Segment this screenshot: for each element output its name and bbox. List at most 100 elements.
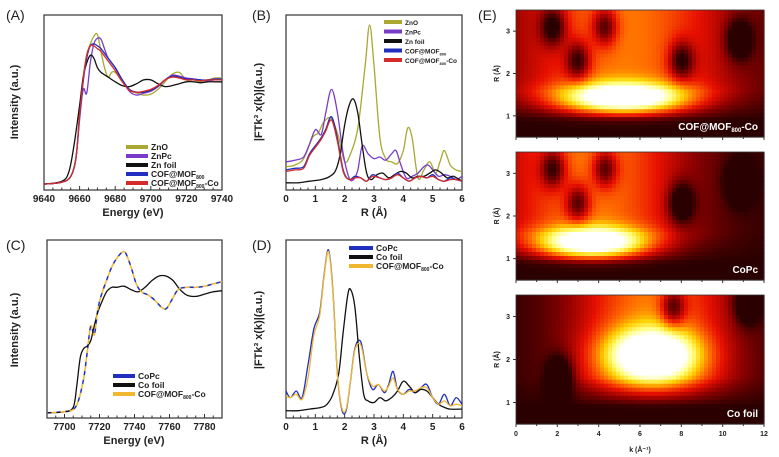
heat-cell: [516, 383, 521, 389]
heat-cell: [652, 200, 657, 205]
heat-cell: [676, 45, 681, 51]
heat-cell: [632, 69, 637, 75]
heat-cell: [672, 220, 677, 225]
heat-cell: [608, 85, 613, 90]
heat-cell: [576, 168, 581, 173]
heat-cell: [724, 13, 729, 19]
heat-cell: [652, 57, 657, 63]
heat-cell: [752, 188, 757, 193]
heat-cell: [592, 73, 597, 79]
heat-cell: [544, 192, 549, 197]
heat-cell: [540, 216, 545, 221]
heat-cell: [592, 343, 597, 349]
heat-cell: [672, 180, 677, 185]
heat-cell: [564, 85, 569, 90]
heat-cell: [552, 260, 557, 265]
heat-cell: [640, 260, 645, 265]
heat-cell: [628, 252, 633, 257]
heat-cell: [516, 395, 521, 401]
heat-cell: [592, 379, 597, 385]
heat-cell: [632, 176, 637, 181]
heat-cell: [692, 192, 697, 197]
heat-cell: [540, 307, 545, 312]
heat-cell: [632, 13, 637, 19]
heat-cell: [564, 244, 569, 249]
heat-cell: [524, 208, 529, 213]
heat-cell: [696, 196, 701, 201]
heat-cell: [568, 133, 573, 138]
panel-label-a: (A): [6, 7, 25, 23]
heat-cell: [644, 61, 649, 67]
heat-cell: [656, 204, 661, 209]
heat-cell: [636, 61, 641, 67]
heat-cell: [740, 65, 745, 71]
x-tick-label: 7720: [88, 422, 111, 433]
heat-cell: [688, 256, 693, 261]
heat-cell: [564, 303, 569, 308]
heat-cell: [684, 256, 689, 261]
heat-cell: [760, 260, 765, 265]
heat-cell: [612, 109, 617, 114]
heat-cell: [732, 101, 737, 106]
heat-cell: [656, 109, 661, 114]
heat-cell: [664, 93, 669, 98]
x-tick-label: 7760: [158, 422, 181, 433]
heat-cell: [664, 228, 669, 233]
heat-cell: [536, 81, 541, 87]
heat-cell: [640, 129, 645, 134]
heat-cell: [600, 13, 605, 19]
heat-cell: [668, 152, 673, 157]
heat-cell: [524, 29, 529, 35]
heat-cell: [516, 133, 521, 138]
heat-cell: [736, 93, 741, 98]
heat-cell: [700, 10, 705, 15]
heat-cell: [544, 315, 549, 320]
heat-cell: [760, 200, 765, 205]
heat-cell: [604, 403, 609, 409]
heat-cell: [720, 276, 725, 281]
heat-cell: [560, 307, 565, 312]
heat-cell: [760, 164, 765, 169]
heat-cell: [600, 256, 605, 261]
heat-cell: [760, 77, 765, 83]
heat-cell: [676, 37, 681, 43]
heat-cell: [632, 264, 637, 269]
heat-cell: [616, 184, 621, 189]
heat-cell: [696, 65, 701, 71]
heat-cell: [664, 236, 669, 241]
heat-cell: [636, 97, 641, 102]
heat-cell: [716, 61, 721, 67]
heat-cell: [612, 240, 617, 245]
heat-cell: [652, 220, 657, 225]
heat-cell: [696, 53, 701, 59]
heat-cell: [632, 184, 637, 189]
heat-cell: [728, 276, 733, 281]
heat-cell: [572, 327, 577, 332]
heat-cell: [756, 256, 761, 261]
x-tick-label: 9700: [140, 194, 163, 205]
heat-cell: [656, 105, 661, 110]
heat-cell: [528, 351, 533, 357]
heat-cell: [664, 97, 669, 102]
heat-cell: [588, 391, 593, 397]
heat-cell: [552, 29, 557, 35]
heat-cell: [532, 129, 537, 134]
heat-cell: [704, 172, 709, 177]
heat-cell: [556, 343, 561, 349]
heat-cell: [576, 236, 581, 241]
heat-cell: [580, 129, 585, 134]
heat-cell: [584, 109, 589, 114]
heat-cell: [760, 10, 765, 15]
heat-cell: [544, 184, 549, 189]
heat-cell: [644, 244, 649, 249]
heat-cell: [756, 129, 761, 134]
heat-cell: [680, 260, 685, 265]
heat-cell: [572, 371, 577, 377]
heat-cell: [608, 37, 613, 43]
heat-cell: [628, 113, 633, 118]
heat-cell: [760, 89, 765, 94]
heat-cell: [648, 121, 653, 126]
heat-cell: [716, 276, 721, 281]
heat-cell: [560, 323, 565, 328]
heat-cell: [580, 164, 585, 169]
